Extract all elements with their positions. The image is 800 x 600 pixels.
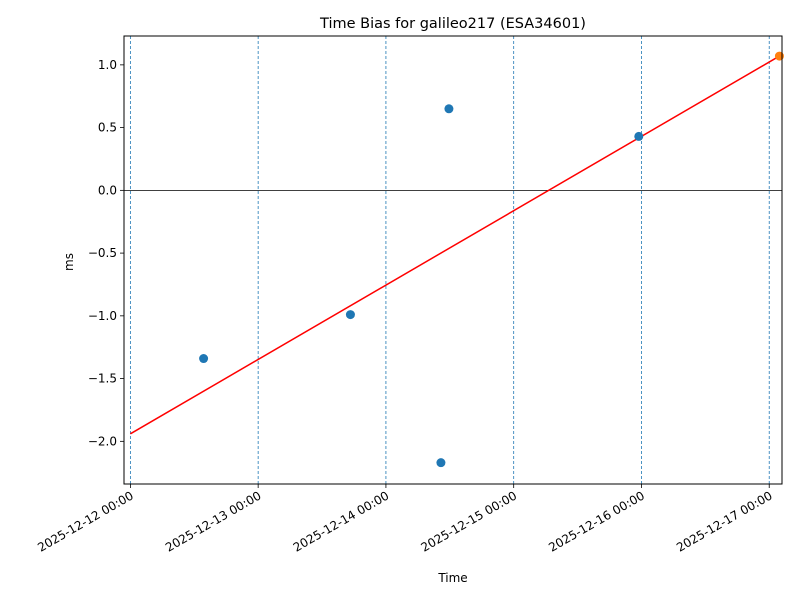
y-axis-ticks: 1.0 0.5 0.0 −0.5 −1.0 −1.5 −2.0 (88, 58, 124, 448)
trend-line (130, 55, 780, 435)
y-tick-label: 1.0 (98, 58, 117, 72)
y-tick-label: −0.5 (88, 246, 117, 260)
data-point (345, 310, 355, 320)
y-tick-label: 0.0 (98, 183, 117, 197)
latest-data-point (774, 51, 784, 61)
y-tick-label: −1.0 (88, 309, 117, 323)
y-tick-label: −1.5 (88, 372, 117, 386)
plot-area-frame (123, 35, 783, 485)
x-axis-label: Time (437, 571, 467, 585)
y-tick-label: −2.0 (88, 434, 117, 448)
data-point (634, 131, 644, 141)
data-point (199, 354, 209, 364)
data-point (444, 104, 454, 114)
y-tick-label: 0.5 (98, 121, 117, 135)
chart-title: Time Bias for galileo217 (ESA34601) (319, 16, 586, 32)
data-point (436, 458, 446, 468)
y-axis-label: ms (62, 253, 76, 271)
